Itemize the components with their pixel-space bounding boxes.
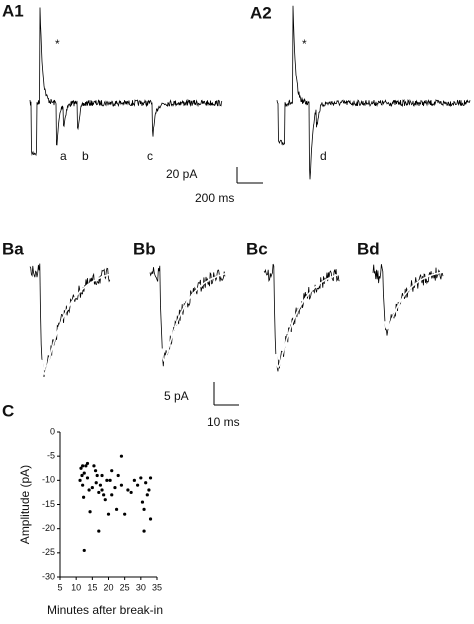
scatter-plot: 0 -5 -10 -15 -20 -25 -305 10 15 20 25 30 35 Amplitude… [18,426,163,617]
point [114,507,119,511]
point [85,476,90,480]
fit-curve [161,273,226,363]
y-tick-label: -30 [42,571,55,581]
point [103,498,107,502]
point [78,478,82,482]
point [129,490,133,495]
point [136,483,140,487]
x-tick-label: 5 [57,582,62,592]
point [113,485,117,490]
point [84,464,88,468]
panel-label: C [2,401,14,420]
panel-label: A1 [2,1,24,20]
point [100,488,104,492]
point [119,483,124,487]
point [142,507,146,511]
point [142,529,146,533]
point [145,493,149,497]
point [123,512,127,516]
point [97,529,101,533]
event-label: d [320,149,327,163]
point [105,478,109,482]
y-axis-label: Amplitude (pA) [18,465,32,544]
point [148,517,153,521]
point [144,481,148,485]
event-label: c [147,149,153,163]
recording [372,264,444,336]
point [90,485,94,490]
y-tick-label: -10 [42,475,55,485]
recording [29,7,223,157]
x-tick-label: 25 [120,582,130,592]
star: * [55,37,60,51]
point [98,483,103,487]
panel-label: Bb [133,239,156,258]
y-tick-label: -5 [47,451,55,461]
panel-label: A2 [250,3,272,22]
point [108,478,112,482]
point [82,495,86,499]
point [82,548,86,553]
traces [29,5,471,378]
point [140,500,145,504]
event-label: b [82,149,89,163]
point [106,512,111,516]
point [132,478,136,482]
point [82,471,86,475]
event-label: a [60,149,67,163]
point [119,454,124,458]
point [110,493,114,497]
y-tick-label: -15 [42,499,55,509]
point [92,464,96,468]
point [116,473,120,478]
fit-curve [275,273,341,369]
y-tick-label: -20 [42,523,55,533]
panel-label: Ba [2,239,24,258]
panel-label: Bd [357,239,380,258]
point [93,469,98,473]
point [97,490,101,495]
point [100,473,104,478]
point [85,461,90,466]
point [88,510,92,514]
y-tick-label: 0 [50,426,55,436]
point [80,473,84,478]
scale-label: 200 ms [195,191,234,205]
point [148,476,153,480]
scale-label: 10 ms [207,415,240,429]
x-tick-label: 20 [103,582,113,592]
recording [276,5,471,180]
x-tick-label: 15 [87,582,97,592]
point [94,481,98,485]
point [126,488,130,492]
point [79,466,83,470]
x-tick-label: 30 [136,582,146,592]
x-tick-label: 35 [152,582,162,592]
fit-curve [384,271,444,331]
y-tick-label: -25 [42,547,55,557]
point [95,473,99,478]
fit-curve [41,273,111,376]
panel-label: Bc [246,239,268,258]
recording [149,265,226,367]
point [87,488,91,492]
point [102,493,106,497]
star: * [302,37,307,51]
point [81,464,85,468]
point [139,476,143,480]
x-tick-label: 10 [71,582,81,592]
point [110,469,114,473]
point [147,488,151,492]
scale-label: 5 pA [164,389,189,403]
scale-label: 20 pA [166,167,197,181]
x-axis-label: Minutes after break-in [47,603,163,617]
point [81,483,85,487]
